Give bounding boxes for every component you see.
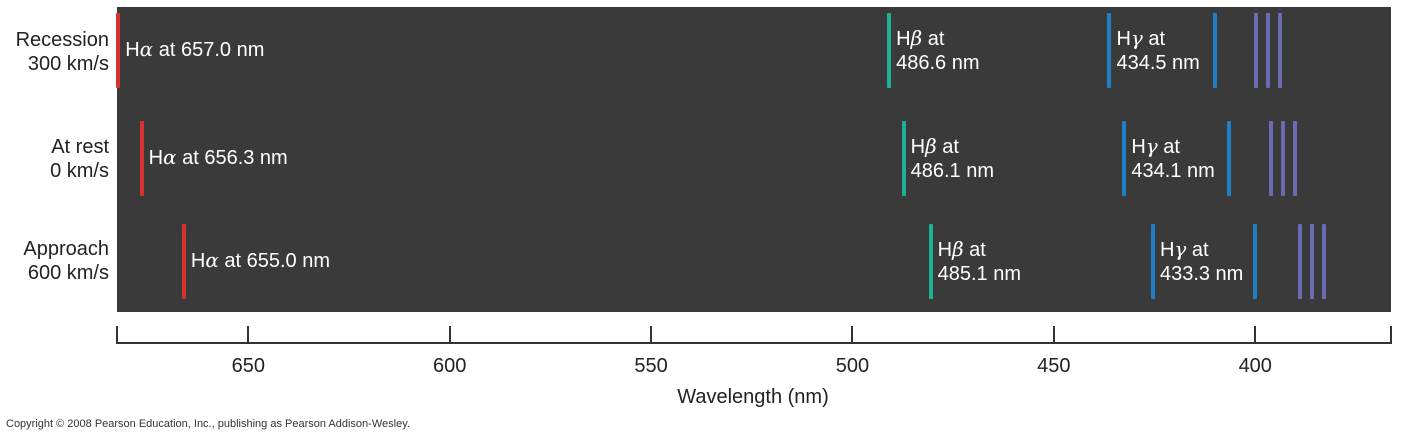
line-text-line2: 486.1 nm	[910, 160, 995, 182]
line-text-line2: 434.5 nm	[1116, 52, 1200, 74]
greek-letter: α	[139, 37, 154, 61]
line-text: at 655.0 nm	[218, 250, 331, 272]
axis-end-tick-right	[1390, 326, 1392, 344]
beta-line-label: Hβ at 486.1 nm	[911, 134, 994, 183]
alpha-line-label: Hα at 657.0 nm	[125, 37, 265, 61]
axis-tick	[851, 326, 854, 344]
violet-line	[1293, 121, 1298, 196]
greek-letter: β	[925, 134, 937, 158]
row-label-line2: 600 km/s	[27, 262, 109, 284]
row-label-approach: Approach 600 km/s	[23, 237, 109, 285]
axis-tick-label: 400	[1238, 355, 1272, 377]
line-text: at	[1186, 239, 1209, 261]
axis-tick-label: 550	[634, 355, 668, 377]
axis-tick	[1052, 326, 1055, 344]
violet-line	[1268, 121, 1273, 196]
line-text-line1: Hγ at	[1131, 134, 1180, 158]
greek-letter: α	[205, 248, 219, 272]
alpha-line-label: Hα at 655.0 nm	[190, 248, 331, 272]
violet-line	[1266, 13, 1271, 88]
alpha-line	[116, 13, 121, 88]
greek-letter: β	[910, 26, 923, 50]
axis-tick-label: 650	[231, 355, 265, 377]
axis-tick	[448, 326, 451, 344]
axis-tick	[650, 326, 653, 344]
beta-line	[887, 13, 892, 88]
line-text-line2: 433.3 nm	[1159, 263, 1244, 285]
line-text-line1: Hγ at	[1116, 26, 1166, 50]
alpha-line	[139, 121, 144, 196]
violet-line	[1309, 224, 1314, 299]
gamma-line	[1253, 224, 1258, 299]
line-text: at	[936, 136, 959, 158]
line-text: at	[1157, 136, 1180, 158]
spectrum-panel	[117, 7, 1391, 312]
copyright-notice: Copyright © 2008 Pearson Education, Inc.…	[6, 418, 410, 430]
alpha-line	[181, 224, 186, 299]
row-label-line2: 300 km/s	[27, 53, 109, 75]
gamma-line-label: Hγ at 433.3 nm	[1160, 237, 1243, 286]
axis-tick-label: 500	[835, 355, 870, 377]
gamma-line	[1227, 121, 1232, 196]
line-text-line1: Hβ at	[937, 237, 986, 261]
greek-letter: β	[952, 237, 964, 261]
line-text-line2: 486.6 nm	[896, 52, 980, 74]
greek-letter: γ	[1145, 134, 1158, 158]
line-text-line1: Hγ at	[1159, 237, 1209, 261]
greek-letter: γ	[1130, 26, 1143, 50]
violet-line	[1321, 224, 1326, 299]
row-label-at-rest: At rest 0 km/s	[50, 135, 109, 183]
row-label-recession: Recession 300 km/s	[16, 28, 109, 76]
greek-letter: γ	[1174, 237, 1187, 261]
line-text: at 656.3 nm	[176, 147, 288, 169]
line-text-line1: Hβ at	[896, 26, 945, 50]
line-text: at	[963, 239, 986, 261]
beta-line	[928, 224, 933, 299]
line-text: at	[922, 28, 945, 50]
axis-tick-label: 450	[1037, 355, 1071, 377]
wavelength-axis	[117, 342, 1391, 344]
axis-tick	[1254, 326, 1257, 344]
beta-line-label: Hβ at 486.6 nm	[896, 26, 979, 75]
line-text: at	[1142, 28, 1166, 50]
gamma-line	[1150, 224, 1155, 299]
gamma-line	[1212, 13, 1217, 88]
gamma-line	[1107, 13, 1112, 88]
alpha-line-label: Hα at 656.3 nm	[148, 145, 288, 169]
line-text-line1: Hβ at	[910, 134, 959, 158]
row-label-line1: Recession	[15, 29, 109, 51]
gamma-line	[1122, 121, 1127, 196]
line-text-line2: 434.1 nm	[1131, 160, 1215, 182]
axis-end-tick-left	[116, 326, 118, 344]
violet-line	[1278, 13, 1283, 88]
axis-title: Wavelength (nm)	[677, 386, 829, 408]
violet-line	[1281, 121, 1286, 196]
line-text-line2: 485.1 nm	[937, 263, 1021, 285]
gamma-line-label: Hγ at 434.5 nm	[1116, 26, 1199, 75]
violet-line	[1297, 224, 1302, 299]
line-text: at 657.0 nm	[153, 39, 265, 61]
row-label-line2: 0 km/s	[50, 160, 109, 182]
violet-line	[1254, 13, 1259, 88]
row-label-line1: At rest	[51, 136, 109, 158]
axis-tick	[247, 326, 250, 344]
row-label-line1: Approach	[23, 238, 109, 260]
beta-line-label: Hβ at 485.1 nm	[938, 237, 1021, 286]
axis-tick-label: 600	[433, 355, 467, 377]
greek-letter: α	[163, 145, 177, 169]
beta-line	[901, 121, 906, 196]
gamma-line-label: Hγ at 434.1 nm	[1131, 134, 1214, 183]
